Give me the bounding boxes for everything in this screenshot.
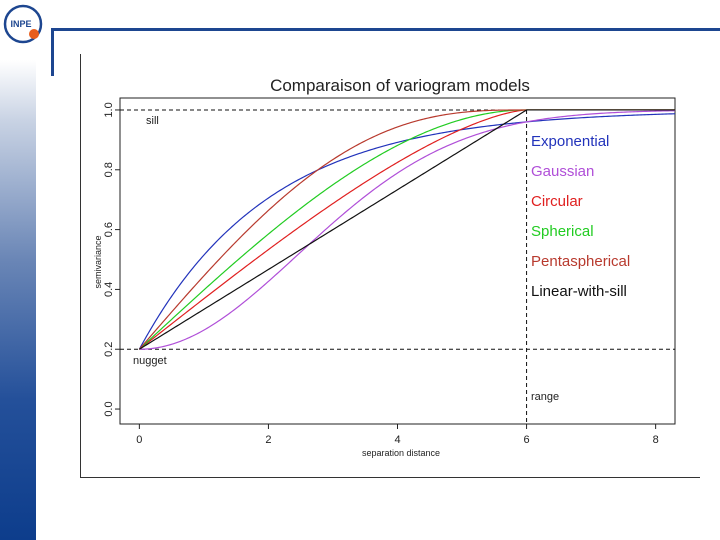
- legend-entry-pentaspherical: Pentaspherical: [531, 253, 630, 270]
- range-label: range: [531, 391, 559, 403]
- logo-text: INPE: [10, 19, 31, 29]
- series-line-linear-with-sill: [139, 109, 675, 350]
- y-axis-label: semivariance: [93, 235, 103, 288]
- logo-accent-dot: [29, 29, 39, 39]
- x-axis-label: separation distance: [362, 448, 440, 458]
- sill-label: sill: [146, 115, 159, 127]
- inpe-logo: INPE: [3, 4, 43, 44]
- chart-title: Comparaison of variogram models: [270, 76, 530, 95]
- legend-entry-exponential: Exponential: [531, 133, 609, 150]
- legend-entry-circular: Circular: [531, 193, 583, 210]
- slide-side-band: [0, 0, 36, 540]
- figure-frame: [80, 54, 700, 478]
- y-tick-label: 1.0: [103, 102, 115, 117]
- y-tick-label: 0.8: [103, 162, 115, 177]
- x-tick-label: 4: [394, 434, 400, 446]
- decorative-horizontal-line: [51, 28, 720, 31]
- x-tick-label: 2: [265, 434, 271, 446]
- y-tick-label: 0.2: [103, 342, 115, 357]
- x-tick-label: 0: [136, 434, 142, 446]
- legend-entry-linear-with-sill: Linear-with-sill: [531, 283, 627, 300]
- y-tick-label: 0.4: [103, 282, 115, 297]
- y-tick-label: 0.0: [103, 401, 115, 416]
- nugget-label: nugget: [133, 355, 167, 367]
- x-tick-label: 6: [524, 434, 530, 446]
- decorative-vertical-line: [51, 28, 54, 76]
- legend-entry-spherical: Spherical: [531, 223, 594, 240]
- series-line-gaussian: [139, 110, 676, 350]
- legend-entry-gaussian: Gaussian: [531, 163, 594, 180]
- y-tick-label: 0.6: [103, 222, 115, 237]
- x-tick-label: 8: [653, 434, 659, 446]
